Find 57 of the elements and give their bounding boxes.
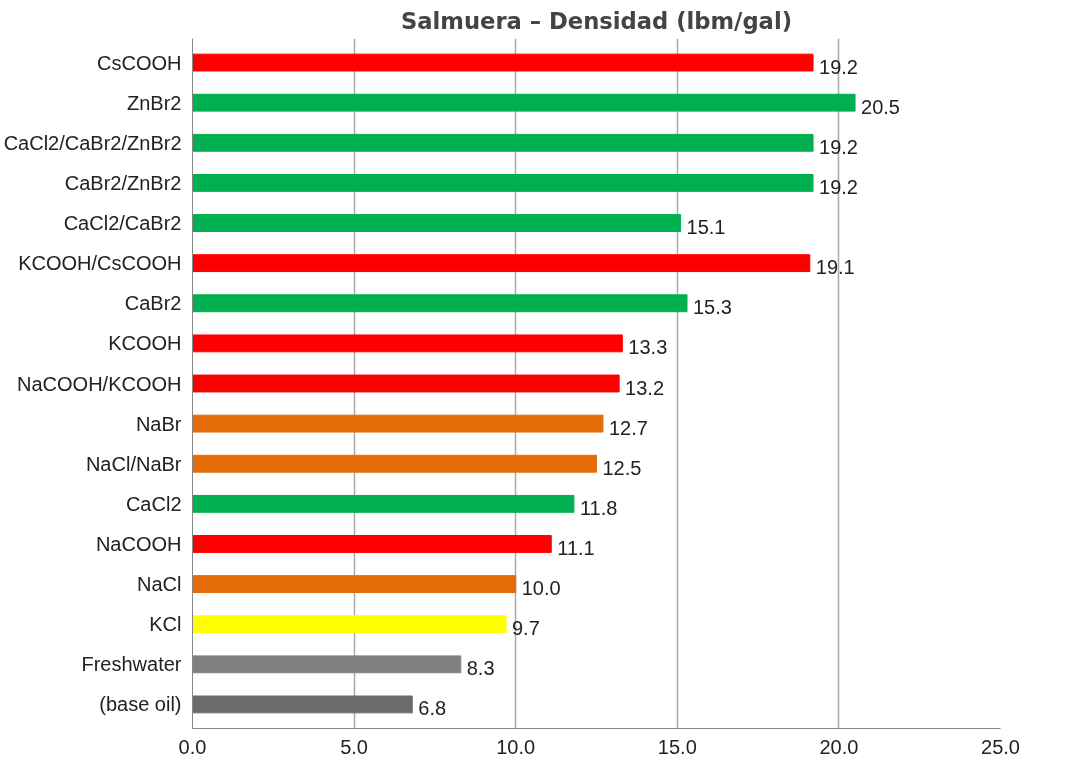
bar xyxy=(192,454,597,473)
data-label: 15.3 xyxy=(693,296,732,319)
y-tick-label: CsCOOH xyxy=(97,51,182,74)
data-label: 19.2 xyxy=(819,55,858,78)
data-label: 6.8 xyxy=(418,697,447,720)
y-tick-label: KCOOH xyxy=(108,332,182,355)
bar xyxy=(192,374,620,393)
data-label: 19.1 xyxy=(815,256,855,279)
data-label: 11.1 xyxy=(557,536,595,559)
x-tick-label: 0.0 xyxy=(178,735,207,758)
bar xyxy=(192,173,814,192)
data-label: 8.3 xyxy=(466,657,495,680)
data-label: 20.5 xyxy=(861,95,900,118)
y-tick-label: NaCl/NaBr xyxy=(85,452,182,475)
y-tick-label: Freshwater xyxy=(81,653,182,676)
y-tick-label: CaBr2/ZnBr2 xyxy=(64,171,182,194)
y-tick-label: NaCOOH/KCOOH xyxy=(17,372,182,395)
y-tick-label: NaCOOH xyxy=(95,532,182,555)
x-tick-label: 25.0 xyxy=(981,735,1020,758)
bar xyxy=(192,695,413,714)
y-tick-label: NaCl xyxy=(137,573,182,596)
y-tick-label: CaCl2 xyxy=(125,492,182,515)
bar xyxy=(192,414,604,433)
y-tick-label: KCOOH/CsCOOH xyxy=(18,252,182,275)
bar xyxy=(192,133,814,152)
y-tick-label: CaBr2 xyxy=(124,292,182,315)
bar xyxy=(192,494,575,513)
data-label: 13.2 xyxy=(625,376,665,399)
data-label: 9.7 xyxy=(512,617,540,640)
bar xyxy=(192,254,811,273)
bar xyxy=(192,294,688,313)
y-tick-label: NaBr xyxy=(135,412,182,435)
data-label: 12.5 xyxy=(602,456,642,479)
data-label: 12.7 xyxy=(608,416,648,439)
y-tick-label: CaCl2/CaBr2/ZnBr2 xyxy=(3,131,182,154)
chart-title: Salmuera – Densidad (lbm/gal) xyxy=(400,7,793,34)
x-tick-label: 20.0 xyxy=(819,735,859,758)
data-label: 11.8 xyxy=(579,496,618,519)
x-tick-label: 5.0 xyxy=(340,735,369,758)
x-tick-label: 10.0 xyxy=(496,735,536,758)
y-tick-label: ZnBr2 xyxy=(127,91,182,114)
bar xyxy=(192,214,682,232)
bar xyxy=(192,535,552,553)
y-tick-label: (base oil) xyxy=(99,693,182,716)
bar xyxy=(192,575,517,594)
bar xyxy=(192,615,507,634)
data-label: 10.0 xyxy=(521,577,561,600)
data-label: 13.3 xyxy=(628,336,668,359)
y-tick-label: CaCl2/CaBr2 xyxy=(63,212,182,235)
bar xyxy=(192,93,856,112)
data-label: 19.2 xyxy=(819,135,858,158)
data-label: 15.1 xyxy=(686,216,726,239)
y-tick-label: KCl xyxy=(149,613,182,636)
x-tick-label: 15.0 xyxy=(657,735,697,758)
bar xyxy=(192,53,814,72)
data-label: 19.2 xyxy=(819,175,858,198)
bar xyxy=(192,334,623,353)
